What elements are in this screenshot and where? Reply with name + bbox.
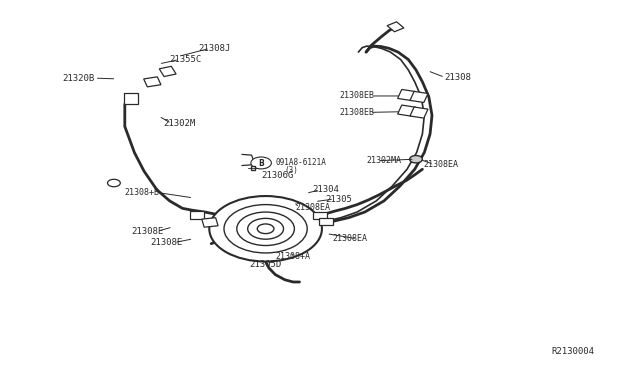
Bar (397, 105, 415, 116)
Circle shape (224, 205, 307, 253)
Bar (144, 77, 161, 87)
Circle shape (237, 212, 294, 246)
Circle shape (257, 224, 274, 234)
Circle shape (410, 155, 422, 163)
Text: 21305D: 21305D (250, 260, 282, 269)
Text: 21308EA: 21308EA (296, 203, 331, 212)
Text: 21308+A: 21308+A (275, 252, 310, 261)
Text: 21355C: 21355C (170, 55, 202, 64)
Bar (319, 218, 333, 225)
Text: 21302MA: 21302MA (366, 156, 401, 165)
Text: 21306G: 21306G (261, 171, 293, 180)
Bar (387, 22, 404, 32)
Text: 21308: 21308 (445, 73, 472, 82)
Text: 21308+B: 21308+B (125, 188, 160, 197)
Bar (410, 92, 428, 103)
Text: 21320B: 21320B (63, 74, 95, 83)
Bar (410, 107, 428, 118)
Text: 21308E: 21308E (150, 238, 182, 247)
Bar (124, 93, 138, 104)
Bar (202, 218, 218, 227)
Circle shape (209, 196, 322, 262)
Bar (313, 212, 327, 219)
Circle shape (251, 157, 271, 169)
Bar (159, 66, 176, 77)
Text: 21308EA: 21308EA (333, 234, 368, 243)
Circle shape (248, 218, 284, 239)
Text: 21308EB: 21308EB (339, 108, 374, 117)
Text: 21308EB: 21308EB (339, 92, 374, 100)
Text: 21304: 21304 (312, 185, 339, 194)
Bar (190, 211, 204, 219)
Text: (3): (3) (285, 166, 299, 174)
Text: 21308EA: 21308EA (424, 160, 459, 169)
Text: 21305: 21305 (325, 195, 352, 203)
Bar (397, 89, 415, 100)
Text: R2130004: R2130004 (552, 347, 595, 356)
Text: 091A8-6121A: 091A8-6121A (275, 158, 326, 167)
Circle shape (108, 179, 120, 187)
Text: B: B (259, 159, 264, 168)
Text: 21308J: 21308J (198, 44, 230, 53)
Text: 21302M: 21302M (163, 119, 195, 128)
Text: 21308E: 21308E (131, 227, 163, 236)
